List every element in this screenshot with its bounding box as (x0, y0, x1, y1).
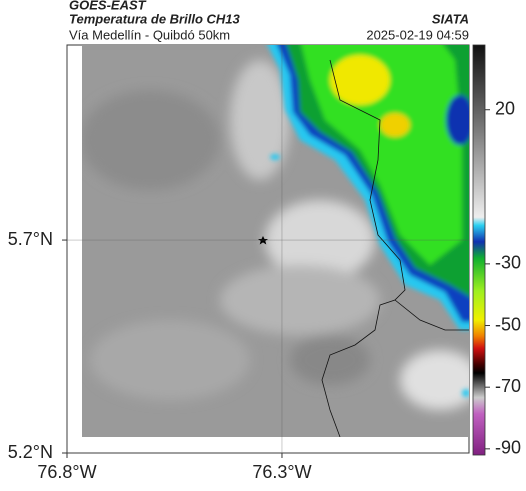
colorbar-label: -70 (495, 376, 521, 396)
location: Vía Medellín - Quibdó 50km (69, 27, 230, 42)
lat-label: 5.7°N (8, 229, 53, 249)
product: GOES-EAST (69, 0, 147, 12)
colorbar-label: -90 (495, 438, 521, 458)
colorbar-label: -30 (495, 253, 521, 273)
colorbar-label: 20 (495, 98, 515, 118)
imagery (82, 45, 469, 437)
source: SIATA (432, 11, 469, 26)
colorbar (472, 44, 486, 456)
title: Temperatura de Brillo CH13 (69, 11, 241, 26)
lon-label: 76.8°W (37, 462, 96, 482)
colorbar-label: -50 (495, 314, 521, 334)
lon-label: 76.3°W (252, 462, 311, 482)
datetime: 2025-02-19 04:59 (366, 27, 469, 42)
lat-label: 5.2°N (8, 442, 53, 462)
